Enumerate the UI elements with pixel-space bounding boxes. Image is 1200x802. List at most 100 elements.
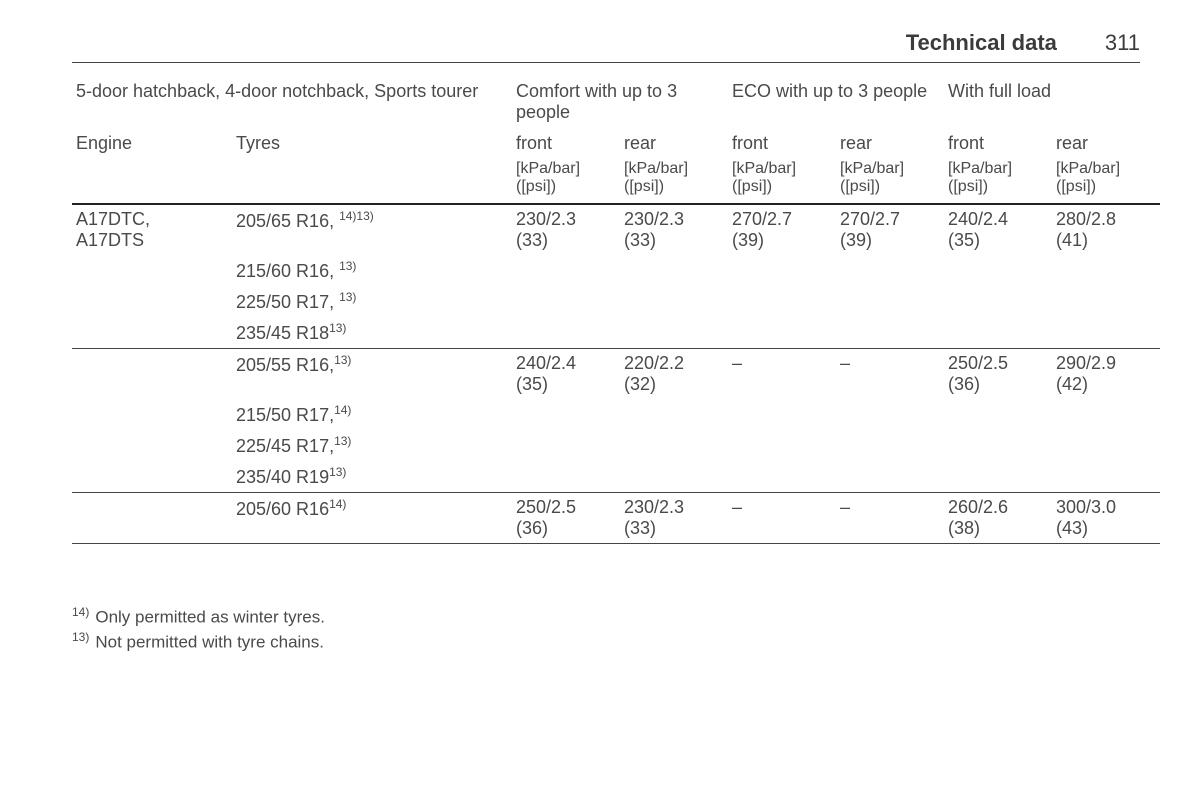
cell-value: 230/2.3(33) — [620, 204, 728, 255]
cell-tyres: 235/40 R1913) — [232, 461, 512, 492]
cell-value — [728, 461, 836, 492]
cell-value — [944, 461, 1052, 492]
cell-value — [728, 255, 836, 286]
cell-value — [1052, 399, 1160, 430]
cell-engine — [72, 317, 232, 348]
cell-value — [944, 255, 1052, 286]
row-separator — [72, 543, 1160, 544]
cell-value — [836, 430, 944, 461]
unit-cell: [kPa/bar]([psi]) — [836, 160, 944, 204]
cell-tyres: 225/45 R17,13) — [232, 430, 512, 461]
col-rear: rear — [1052, 133, 1160, 160]
cell-value: 270/2.7(39) — [836, 204, 944, 255]
unit-cell: [kPa/bar]([psi]) — [1052, 160, 1160, 204]
cell-value: 230/2.3(33) — [512, 204, 620, 255]
cell-value: 300/3.0(43) — [1052, 492, 1160, 543]
table-caption: 5-door hatchback, 4-door notchback, Spor… — [72, 79, 512, 133]
cell-value — [944, 317, 1052, 348]
cell-value: 270/2.7(39) — [728, 204, 836, 255]
cell-value — [944, 286, 1052, 317]
group-full: With full load — [944, 79, 1160, 133]
cell-value — [1052, 255, 1160, 286]
col-tyres: Tyres — [232, 133, 512, 160]
cell-value — [620, 255, 728, 286]
cell-engine — [72, 430, 232, 461]
cell-value: 220/2.2(32) — [620, 348, 728, 399]
cell-tyres: 205/55 R16,13) — [232, 348, 512, 399]
header-row-columns: Engine Tyres front rear front rear front… — [72, 133, 1160, 160]
header-row-groups: 5-door hatchback, 4-door notchback, Spor… — [72, 79, 1160, 133]
col-rear: rear — [836, 133, 944, 160]
cell-value — [512, 399, 620, 430]
col-engine: Engine — [72, 133, 232, 160]
cell-value — [620, 286, 728, 317]
cell-engine — [72, 255, 232, 286]
page-header: Technical data 311 — [72, 30, 1140, 63]
cell-engine — [72, 492, 232, 543]
table-row: 225/45 R17,13) — [72, 430, 1160, 461]
cell-engine — [72, 461, 232, 492]
table-body: A17DTC,A17DTS205/65 R16, 14)13)230/2.3(3… — [72, 204, 1160, 544]
cell-value — [1052, 317, 1160, 348]
table-row: 215/60 R16, 13) — [72, 255, 1160, 286]
cell-value: 290/2.9(42) — [1052, 348, 1160, 399]
cell-value — [944, 430, 1052, 461]
table-row: 225/50 R17, 13) — [72, 286, 1160, 317]
cell-value: 240/2.4(35) — [512, 348, 620, 399]
cell-value — [620, 399, 728, 430]
header-title: Technical data — [906, 30, 1057, 56]
footnote: 14)Only permitted as winter tyres. — [72, 604, 1140, 630]
cell-value — [512, 430, 620, 461]
cell-value: – — [836, 348, 944, 399]
cell-value — [1052, 461, 1160, 492]
cell-value: 260/2.6(38) — [944, 492, 1052, 543]
cell-value — [728, 430, 836, 461]
table-row: 235/45 R1813) — [72, 317, 1160, 348]
unit-cell: [kPa/bar]([psi]) — [728, 160, 836, 204]
cell-value — [728, 399, 836, 430]
cell-tyres: 205/60 R1614) — [232, 492, 512, 543]
cell-value — [620, 461, 728, 492]
page: Technical data 311 5-door hatchback, 4-d… — [0, 0, 1200, 655]
cell-value: 280/2.8(41) — [1052, 204, 1160, 255]
cell-value — [836, 399, 944, 430]
cell-value — [836, 255, 944, 286]
cell-value — [836, 461, 944, 492]
cell-value: – — [836, 492, 944, 543]
cell-value: 230/2.3(33) — [620, 492, 728, 543]
cell-value — [512, 461, 620, 492]
cell-tyres: 225/50 R17, 13) — [232, 286, 512, 317]
cell-value: 250/2.5(36) — [944, 348, 1052, 399]
table-row: 205/60 R1614)250/2.5(36)230/2.3(33)––260… — [72, 492, 1160, 543]
table-row: 235/40 R1913) — [72, 461, 1160, 492]
cell-value — [728, 286, 836, 317]
col-front: front — [728, 133, 836, 160]
cell-tyres: 215/50 R17,14) — [232, 399, 512, 430]
col-front: front — [512, 133, 620, 160]
cell-tyres: 205/65 R16, 14)13) — [232, 204, 512, 255]
cell-value: 250/2.5(36) — [512, 492, 620, 543]
table-row: 215/50 R17,14) — [72, 399, 1160, 430]
cell-tyres: 235/45 R1813) — [232, 317, 512, 348]
cell-value — [836, 286, 944, 317]
header-row-units: [kPa/bar]([psi]) [kPa/bar]([psi]) [kPa/b… — [72, 160, 1160, 204]
cell-value: – — [728, 348, 836, 399]
footnotes: 14)Only permitted as winter tyres. 13)No… — [72, 604, 1140, 655]
cell-value — [620, 317, 728, 348]
cell-value — [836, 317, 944, 348]
unit-cell: [kPa/bar]([psi]) — [620, 160, 728, 204]
table-row: 205/55 R16,13)240/2.4(35)220/2.2(32)––25… — [72, 348, 1160, 399]
cell-engine — [72, 286, 232, 317]
cell-value: – — [728, 492, 836, 543]
page-number: 311 — [1105, 30, 1140, 56]
table-row: A17DTC,A17DTS205/65 R16, 14)13)230/2.3(3… — [72, 204, 1160, 255]
tyre-pressure-table: 5-door hatchback, 4-door notchback, Spor… — [72, 79, 1160, 544]
cell-engine: A17DTC,A17DTS — [72, 204, 232, 255]
group-eco: ECO with up to 3 people — [728, 79, 944, 133]
cell-value: 240/2.4(35) — [944, 204, 1052, 255]
cell-value — [512, 255, 620, 286]
unit-cell: [kPa/bar]([psi]) — [944, 160, 1052, 204]
cell-value — [620, 430, 728, 461]
cell-tyres: 215/60 R16, 13) — [232, 255, 512, 286]
cell-value — [512, 317, 620, 348]
